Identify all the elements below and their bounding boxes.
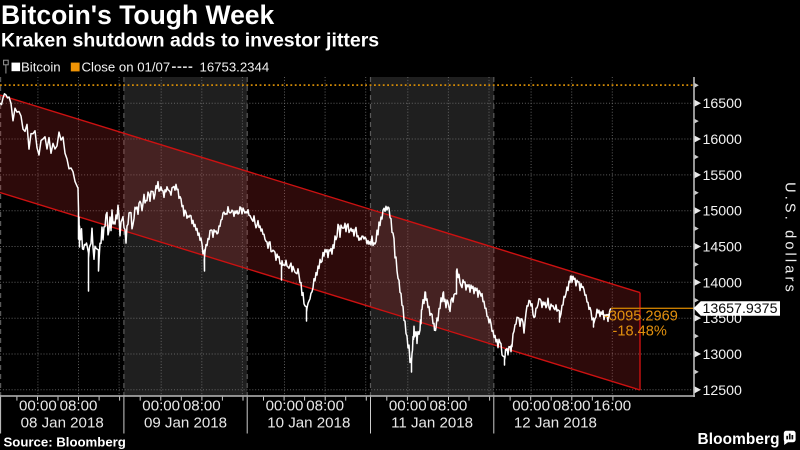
svg-text:14000: 14000 xyxy=(703,275,743,291)
svg-text:00:00: 00:00 xyxy=(512,398,550,415)
svg-text:08:00: 08:00 xyxy=(430,398,468,415)
svg-text:Source: Bloomberg: Source: Bloomberg xyxy=(4,435,126,450)
svg-text:13000: 13000 xyxy=(703,347,743,363)
svg-text:15000: 15000 xyxy=(703,204,743,220)
svg-text:15500: 15500 xyxy=(703,168,743,184)
svg-text:00:00: 00:00 xyxy=(266,398,304,415)
svg-text:Bitcoin: Bitcoin xyxy=(21,60,61,75)
svg-text:00:00: 00:00 xyxy=(19,398,57,415)
svg-text:Bloomberg: Bloomberg xyxy=(698,431,780,448)
svg-text:-3095.2969: -3095.2969 xyxy=(604,309,678,325)
svg-text:16:00: 16:00 xyxy=(593,398,631,415)
svg-text:Kraken shutdown adds to invest: Kraken shutdown adds to investor jitters xyxy=(1,30,379,52)
svg-text:08:00: 08:00 xyxy=(553,398,591,415)
svg-text:08:00: 08:00 xyxy=(306,398,344,415)
svg-text:Close on 01/07: Close on 01/07 xyxy=(82,60,171,75)
svg-text:14500: 14500 xyxy=(703,240,743,256)
svg-text:09 Jan 2018: 09 Jan 2018 xyxy=(144,415,227,432)
svg-text:U.S. dollars: U.S. dollars xyxy=(782,182,798,295)
svg-text:-18.48%: -18.48% xyxy=(613,324,667,340)
svg-text:08:00: 08:00 xyxy=(60,398,98,415)
svg-text:08 Jan 2018: 08 Jan 2018 xyxy=(21,415,104,432)
svg-text:00:00: 00:00 xyxy=(142,398,180,415)
svg-text:16500: 16500 xyxy=(703,96,743,112)
svg-text:08:00: 08:00 xyxy=(183,398,221,415)
svg-text:Bitcoin's Tough Week: Bitcoin's Tough Week xyxy=(1,0,275,30)
svg-text:16753.2344: 16753.2344 xyxy=(200,60,270,75)
svg-text:00:00: 00:00 xyxy=(389,398,427,415)
svg-text:11 Jan 2018: 11 Jan 2018 xyxy=(391,415,473,432)
svg-text:10 Jan 2018: 10 Jan 2018 xyxy=(267,415,350,432)
svg-text:16000: 16000 xyxy=(703,132,743,148)
svg-text:12500: 12500 xyxy=(703,383,743,399)
svg-text:12 Jan 2018: 12 Jan 2018 xyxy=(514,415,597,432)
svg-text:13657.9375: 13657.9375 xyxy=(703,301,778,317)
